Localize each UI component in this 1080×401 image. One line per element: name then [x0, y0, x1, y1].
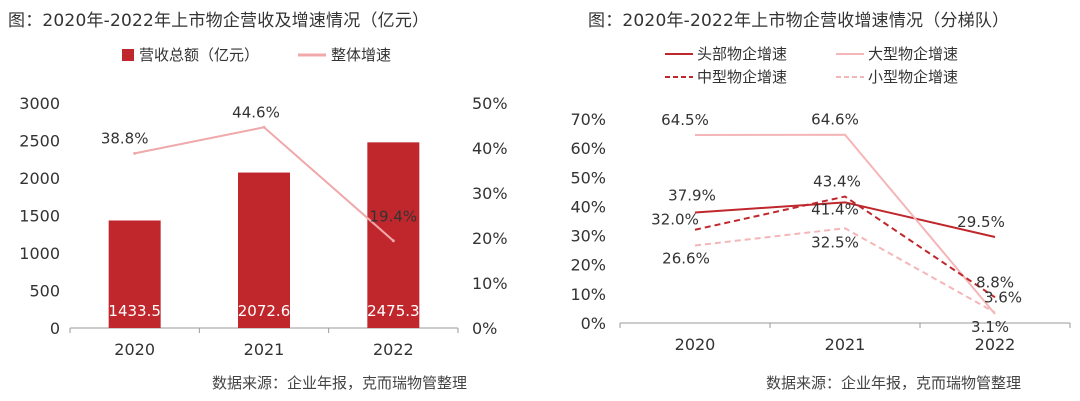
x-tick-label: 2022 [975, 335, 1016, 354]
y2-tick-label: 10% [472, 274, 508, 293]
legend-line-label: 整体增速 [331, 46, 391, 64]
y-tick-label: 2500 [19, 132, 60, 151]
series-value-label: 29.5% [957, 213, 1005, 231]
x-tick-label: 2022 [373, 340, 414, 359]
right-chart-source: 数据来源：企业年报，克而瑞物管整理 [766, 374, 1022, 392]
bar-value-label: 1433.5 [108, 302, 161, 320]
y-tick-label: 10% [570, 285, 606, 304]
medium-growth-line [694, 195, 996, 299]
growth-point [391, 239, 395, 243]
y-tick-label: 0 [50, 319, 60, 338]
series-value-label: 8.8% [976, 273, 1014, 291]
y-tick-label: 70% [570, 110, 606, 129]
y2-tick-label: 20% [472, 229, 508, 248]
legend-label: 大型物企增速 [868, 45, 958, 63]
legend-label: 小型物企增速 [868, 68, 958, 86]
revenue-bar [238, 172, 290, 328]
left-chart-svg: 营收总额（亿元） 整体增速 0 500 1000 1500 2000 2500 3000 0% 10… [19, 46, 508, 359]
growth-label: 19.4% [370, 208, 418, 226]
series-value-label: 3.6% [984, 289, 1022, 307]
y-tick-label: 2000 [19, 169, 60, 188]
right-chart-panel: 图：2020年-2022年上市物企营收增速情况（分梯队） 头部物企增速 大型物企增… [540, 0, 1080, 401]
y-tick-label: 60% [570, 139, 606, 158]
head-growth-line [694, 201, 996, 239]
bar-value-label: 2072.6 [238, 302, 291, 320]
revenue-bar [108, 220, 161, 328]
series-value-label: 37.9% [668, 187, 716, 205]
growth-label: 38.8% [101, 129, 149, 147]
y2-tick-label: 0% [472, 319, 497, 338]
series-value-label: 64.6% [811, 111, 859, 129]
legend-label: 头部物企增速 [697, 45, 787, 63]
y2-tick-label: 30% [472, 184, 508, 203]
legend-label: 中型物企增速 [697, 68, 787, 86]
x-tick-label: 2021 [244, 340, 285, 359]
growth-point [262, 125, 266, 129]
revenue-bar [367, 142, 420, 328]
series-value-label: 3.1% [971, 318, 1009, 336]
y-tick-label: 3000 [19, 94, 60, 113]
series-value-label: 26.6% [662, 249, 710, 267]
legend-bar-swatch [122, 49, 134, 61]
x-tick-label: 2021 [825, 335, 866, 354]
left-chart-panel: 图：2020年-2022年上市物企营收及增速情况（亿元） 营收总额（亿元） 整体增… [8, 11, 508, 392]
y-tick-label: 1500 [19, 207, 60, 226]
y-tick-label: 20% [570, 256, 606, 275]
y2-tick-label: 50% [472, 94, 508, 113]
growth-point [133, 151, 137, 155]
small-growth-line [694, 227, 996, 314]
left-chart-source: 数据来源：企业年报，克而瑞物管整理 [212, 374, 468, 392]
y-tick-label: 1000 [19, 244, 60, 263]
series-value-label: 32.5% [811, 233, 859, 251]
growth-label: 44.6% [232, 103, 280, 121]
bar-value-label: 2475.3 [367, 302, 420, 320]
y-tick-label: 30% [570, 227, 606, 246]
y-tick-label: 50% [570, 168, 606, 187]
y2-tick-label: 40% [472, 139, 508, 158]
right-chart-title: 图：2020年-2022年上市物企营收增速情况（分梯队） [588, 11, 1010, 31]
series-value-label: 64.5% [661, 111, 709, 129]
left-chart-title: 图：2020年-2022年上市物企营收及增速情况（亿元） [8, 11, 430, 31]
x-tick-label: 2020 [675, 335, 716, 354]
series-value-label: 32.0% [651, 211, 699, 229]
y-tick-label: 0% [581, 314, 606, 333]
x-tick-label: 2020 [114, 340, 155, 359]
y-tick-label: 500 [29, 282, 60, 301]
series-value-label: 41.4% [811, 200, 859, 218]
large-growth-line [694, 133, 996, 315]
legend-bar-label: 营收总额（亿元） [139, 46, 259, 64]
y-tick-label: 40% [570, 197, 606, 216]
series-value-label: 43.4% [813, 173, 861, 191]
